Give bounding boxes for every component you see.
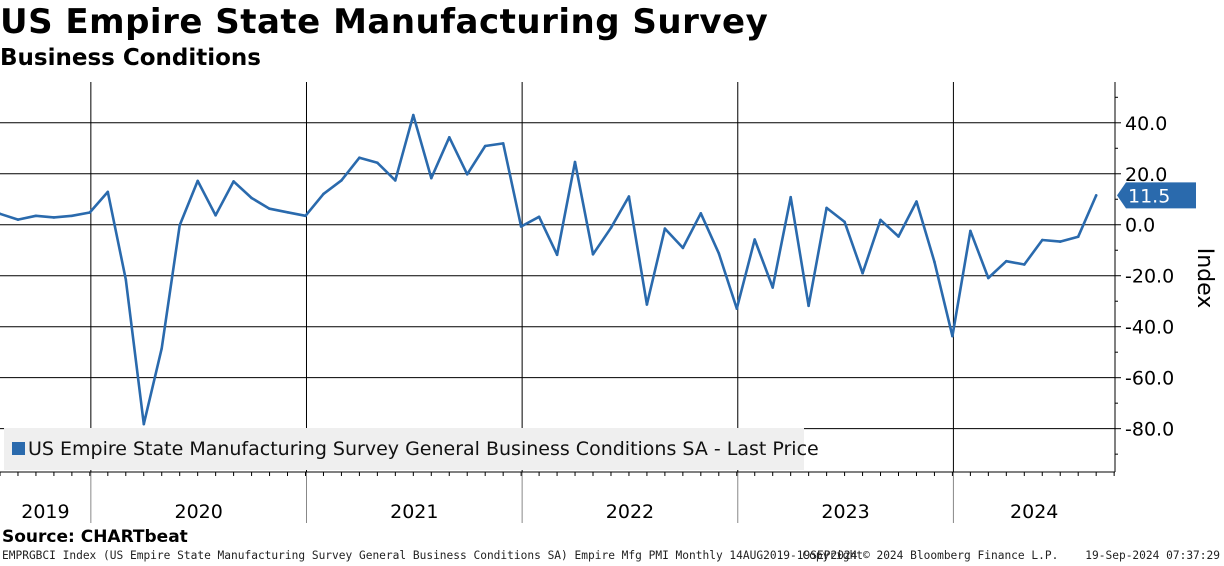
- data-point: [861, 271, 864, 275]
- data-point: [987, 276, 990, 280]
- data-point: [1023, 263, 1026, 266]
- legend-label: US Empire State Manufacturing Survey Gen…: [28, 438, 819, 460]
- y-tick-label: -60.0: [1125, 368, 1174, 390]
- data-point: [789, 195, 792, 199]
- data-point: [915, 200, 918, 203]
- data-point: [969, 229, 972, 233]
- x-year-label: 2023: [821, 501, 869, 523]
- x-axis: 2019 2020 2021 2022 2023 2024: [0, 471, 1115, 523]
- x-year-label: 2022: [606, 501, 654, 523]
- data-point: [771, 286, 774, 289]
- last-value-layer: 11.5: [1117, 182, 1196, 209]
- data-point: [825, 206, 828, 210]
- footer-copyright-text: Copyright© 2024 Bloomberg Finance L.P.: [802, 549, 1059, 562]
- data-point: [573, 160, 577, 164]
- data-point: [897, 235, 900, 238]
- data-point: [34, 214, 38, 218]
- data-point: [430, 176, 433, 180]
- data-point: [627, 195, 631, 198]
- last-value-label: 11.5: [1128, 185, 1170, 207]
- footer-timestamp: 19-Sep-2024 07:37:29: [1085, 549, 1220, 562]
- data-point: [358, 156, 361, 159]
- x-year-label: 2021: [390, 501, 438, 523]
- data-point: [1076, 235, 1080, 238]
- y-tick-label: 20.0: [1125, 164, 1167, 186]
- data-point: [807, 304, 810, 308]
- data-point: [879, 218, 882, 222]
- x-year-label: 2020: [174, 501, 222, 523]
- chart-title: US Empire State Manufacturing Survey: [0, 2, 769, 42]
- x-year-label: 2019: [21, 501, 69, 523]
- series-line: [0, 113, 1098, 426]
- data-point: [340, 179, 343, 182]
- data-point: [933, 260, 936, 264]
- data-point: [52, 216, 56, 219]
- data-point: [178, 224, 181, 227]
- data-point: [160, 347, 163, 350]
- data-point: [394, 179, 397, 182]
- data-point: [70, 214, 74, 218]
- data-point: [465, 173, 469, 176]
- x-year-label: 2024: [1010, 501, 1058, 523]
- data-point: [232, 180, 235, 183]
- data-point: [88, 211, 92, 214]
- data-point: [304, 214, 307, 218]
- data-point: [699, 212, 703, 215]
- last-value-marker: [1117, 182, 1196, 209]
- data-point: [681, 246, 685, 250]
- y-axis: 40.0 20.0 0.0 -20.0 -40.0 -60.0 -80.0 Index: [1114, 82, 1217, 472]
- data-point: [214, 214, 217, 217]
- data-point: [645, 303, 649, 306]
- data-point: [555, 253, 559, 257]
- data-point: [735, 307, 739, 310]
- data-point: [448, 136, 451, 139]
- y-axis-title: Index: [1192, 248, 1217, 309]
- data-point: [753, 238, 756, 241]
- data-point: [196, 179, 199, 183]
- data-point: [322, 192, 325, 196]
- data-point: [483, 144, 487, 148]
- data-point: [1005, 259, 1008, 263]
- y-tick-label: -80.0: [1125, 419, 1174, 441]
- grid-layer: [0, 82, 1115, 472]
- data-point: [519, 225, 523, 228]
- data-point: [106, 190, 110, 194]
- footer-description: EMPRGBCI Index (US Empire State Manufact…: [2, 549, 858, 562]
- legend: [4, 428, 804, 470]
- data-point: [124, 278, 128, 281]
- footer-copyright: Copyright© 2024 Bloomberg Finance L.P. 1…: [802, 549, 1220, 562]
- data-point: [717, 252, 721, 255]
- y-tick-label: -40.0: [1125, 317, 1174, 339]
- data-point: [142, 422, 146, 426]
- data-point: [0, 212, 2, 216]
- data-point: [412, 113, 415, 117]
- data-point: [537, 215, 541, 219]
- data-point: [501, 142, 505, 145]
- data-point: [1094, 194, 1098, 197]
- series-layer: [0, 113, 1098, 426]
- data-point: [268, 207, 271, 210]
- data-point: [286, 211, 289, 214]
- data-point: [1041, 238, 1044, 242]
- data-point: [609, 226, 613, 230]
- data-point: [951, 334, 954, 338]
- y-tick-label: 40.0: [1125, 113, 1167, 135]
- data-point: [16, 218, 20, 221]
- data-point: [663, 227, 667, 230]
- source-note: Source: CHARTbeat: [2, 527, 188, 547]
- data-point: [1058, 240, 1062, 243]
- y-tick-label: -20.0: [1125, 266, 1174, 288]
- legend-swatch: [12, 442, 25, 455]
- data-point: [591, 253, 595, 256]
- data-point: [250, 196, 253, 200]
- chart-subtitle: Business Conditions: [0, 45, 261, 71]
- data-point: [376, 161, 379, 165]
- data-point: [843, 220, 846, 224]
- y-tick-label: 0.0: [1125, 215, 1155, 237]
